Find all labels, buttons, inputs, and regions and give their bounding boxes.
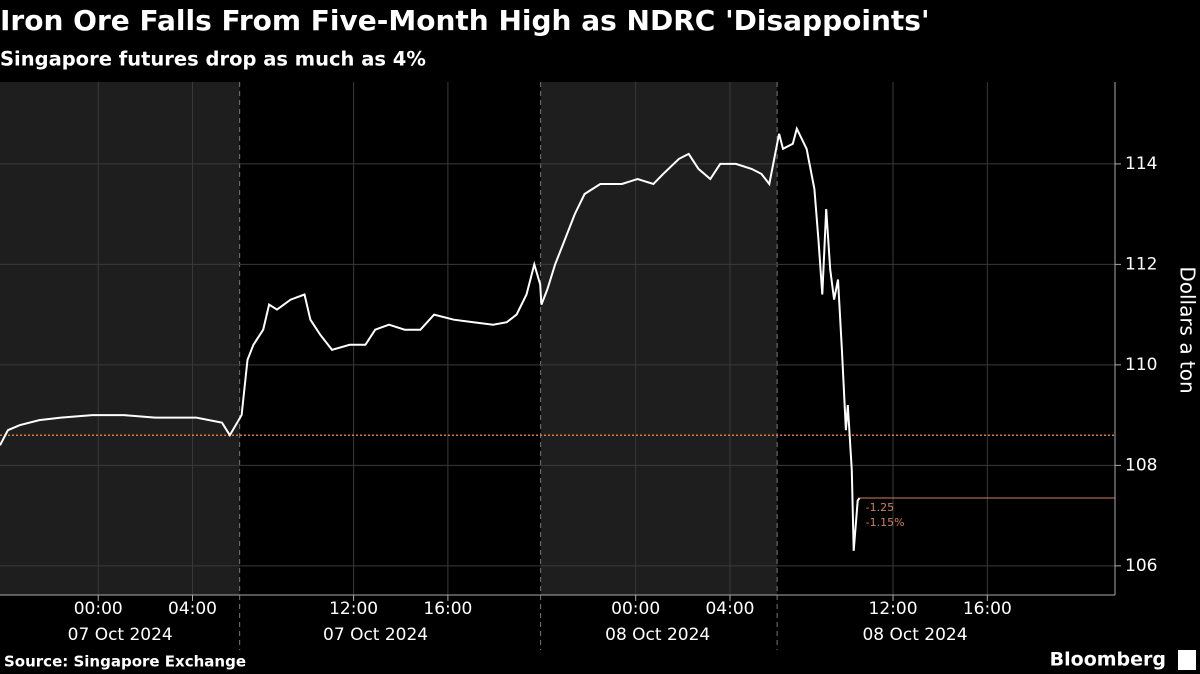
x-tick-label: 12:00 [329, 599, 378, 619]
change-label: -1.25 [866, 501, 894, 514]
x-date-label: 08 Oct 2024 [862, 625, 967, 645]
chart-subtitle: Singapore futures drop as much as 4% [0, 48, 426, 71]
x-tick-label: 04:00 [705, 599, 754, 619]
x-tick-label: 00:00 [611, 599, 660, 619]
x-date-label: 08 Oct 2024 [605, 625, 710, 645]
x-tick-label: 16:00 [423, 599, 472, 619]
price-line [0, 125, 861, 551]
y-axis-label: Dollars a ton [1176, 266, 1200, 393]
y-tick-label: 114 [1125, 154, 1157, 174]
session-shading [0, 82, 778, 595]
x-tick-label: 04:00 [168, 599, 217, 619]
chart-title: Iron Ore Falls From Five-Month High as N… [0, 4, 930, 37]
x-tick-label: 00:00 [74, 599, 123, 619]
change-pct-label: -1.15% [866, 516, 905, 529]
x-date-label: 07 Oct 2024 [323, 625, 428, 645]
x-tick-label: 12:00 [869, 599, 918, 619]
brand: Bloomberg [1050, 649, 1166, 671]
x-tick-label: 16:00 [963, 599, 1012, 619]
brand-logo [1178, 650, 1196, 670]
y-tick-label: 110 [1125, 355, 1157, 375]
x-date-label: 07 Oct 2024 [68, 625, 173, 645]
y-tick-label: 112 [1125, 254, 1157, 274]
y-tick-label: 106 [1125, 556, 1157, 576]
source: Source: Singapore Exchange [4, 653, 246, 671]
session-shade [540, 82, 778, 595]
y-tick-label: 108 [1125, 455, 1157, 475]
session-shade [0, 82, 240, 595]
